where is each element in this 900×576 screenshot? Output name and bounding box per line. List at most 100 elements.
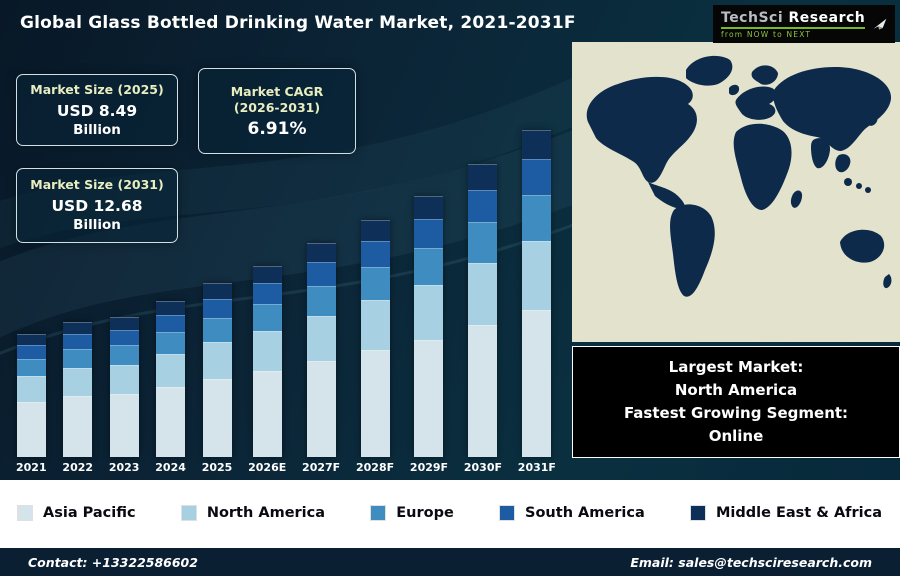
bar-segment-south-america xyxy=(360,241,390,267)
bar-segment-north-america xyxy=(156,354,186,387)
bar-segment-middle-east-africa xyxy=(63,322,93,334)
bar-column-2029f: 2029F xyxy=(410,196,448,474)
x-axis-label: 2028F xyxy=(355,461,395,474)
legend-swatch xyxy=(371,506,386,520)
bar-segment-europe xyxy=(522,195,552,241)
legend-item-north-america: North America xyxy=(181,505,326,521)
stacked-bar xyxy=(156,301,186,457)
contact-footer: Contact: +13322586602 Email: sales@techs… xyxy=(0,546,900,576)
paper-plane-icon xyxy=(873,18,887,30)
bar-segment-asia-pacific xyxy=(468,325,498,457)
market-size-2025-unit: Billion xyxy=(73,121,121,138)
bar-segment-europe xyxy=(360,267,390,300)
stacked-bar xyxy=(468,164,498,457)
logo-wordmark: TechSci Research from NOW to NEXT xyxy=(721,10,866,39)
bar-segment-middle-east-africa xyxy=(414,196,444,219)
bar-segment-asia-pacific xyxy=(360,350,390,457)
bar-segment-asia-pacific xyxy=(156,387,186,457)
bar-segment-europe xyxy=(156,332,186,354)
market-size-2031-box: Market Size (2031) USD 12.68 Billion xyxy=(16,168,178,243)
legend-label: Asia Pacific xyxy=(43,505,136,521)
techsci-logo: TechSci Research from NOW to NEXT xyxy=(713,5,895,43)
legend-swatch xyxy=(690,506,705,520)
bar-segment-asia-pacific xyxy=(522,310,552,457)
bar-segment-asia-pacific xyxy=(16,402,46,457)
bar-segment-middle-east-africa xyxy=(156,301,186,315)
contact-email: Email: sales@techsciresearch.com xyxy=(630,554,872,570)
callout-line-4: Online xyxy=(708,427,764,445)
bar-segment-south-america xyxy=(156,315,186,332)
stacked-bar xyxy=(360,220,390,457)
bar-segment-middle-east-africa xyxy=(468,164,498,190)
bar-segment-north-america xyxy=(468,263,498,325)
bar-column-2028f: 2028F xyxy=(356,220,394,474)
bar-column-2025: 2025 xyxy=(202,283,232,474)
bar-segment-europe xyxy=(16,359,46,376)
bar-column-2030f: 2030F xyxy=(464,164,502,474)
stacked-bar xyxy=(414,196,444,457)
bar-column-2023: 2023 xyxy=(109,317,139,474)
bar-segment-south-america xyxy=(202,299,232,318)
bar-segment-asia-pacific xyxy=(252,371,282,457)
legend-item-middle-east-africa: Middle East & Africa xyxy=(690,505,882,521)
market-cagr-label: Market CAGR (2026-2031) xyxy=(230,83,324,115)
callout-line-3: Fastest Growing Segment: xyxy=(623,404,849,422)
callout-line-1: Largest Market: xyxy=(668,358,804,376)
bar-segment-asia-pacific xyxy=(202,379,232,457)
chart-stage: Global Glass Bottled Drinking Water Mark… xyxy=(0,0,900,480)
bar-segment-north-america xyxy=(109,365,139,394)
legend-item-south-america: South America xyxy=(500,505,645,521)
x-axis-label: 2031F xyxy=(517,461,556,474)
bar-segment-europe xyxy=(468,222,498,263)
bar-column-2031f: 2031F xyxy=(518,130,556,474)
legend-swatch xyxy=(500,506,515,520)
market-size-2025-value: USD 8.49 xyxy=(56,101,138,120)
bar-segment-south-america xyxy=(414,219,444,248)
stacked-bar xyxy=(109,317,139,457)
bar-segment-south-america xyxy=(109,330,139,345)
bar-column-2026e: 2026E xyxy=(248,266,286,474)
x-axis-label: 2022 xyxy=(62,461,94,474)
x-axis-label: 2026E xyxy=(248,461,287,474)
bar-segment-asia-pacific xyxy=(63,396,93,457)
legend-label: Middle East & Africa xyxy=(715,505,882,521)
callout-line-2: North America xyxy=(674,381,798,399)
bar-column-2024: 2024 xyxy=(155,301,186,474)
market-cagr-box: Market CAGR (2026-2031) 6.91% xyxy=(198,68,356,154)
bar-segment-europe xyxy=(109,345,139,365)
bar-segment-middle-east-africa xyxy=(202,283,232,299)
market-size-2025-label: Market Size (2025) xyxy=(30,81,164,97)
bar-segment-europe xyxy=(306,286,336,316)
stacked-bar xyxy=(202,283,232,457)
bar-segment-south-america xyxy=(522,159,552,195)
world-map-panel xyxy=(572,42,900,342)
bar-segment-south-america xyxy=(63,334,93,349)
bar-plot: 2021 2022 2023 2024 2025 2026E 2027F 2028F 2029F… xyxy=(6,124,566,474)
legend-swatch xyxy=(18,506,32,520)
legend-item-europe: Europe xyxy=(371,505,454,521)
x-axis-label: 2027F xyxy=(302,461,341,474)
bar-segment-south-america xyxy=(16,345,46,359)
legend-label: South America xyxy=(525,505,645,521)
bar-segment-north-america xyxy=(522,241,552,310)
bar-segment-north-america xyxy=(414,285,444,340)
stacked-bar xyxy=(306,243,336,457)
market-size-2025-box: Market Size (2025) USD 8.49 Billion xyxy=(16,74,178,146)
bar-column-2021: 2021 xyxy=(16,334,47,474)
map-continents xyxy=(586,55,892,297)
stacked-bar xyxy=(252,266,282,457)
bar-segment-middle-east-africa xyxy=(109,317,139,330)
bar-segment-middle-east-africa xyxy=(252,266,282,283)
x-axis-label: 2021 xyxy=(16,461,47,474)
contact-phone: Contact: +13322586602 xyxy=(28,554,198,570)
bar-segment-asia-pacific xyxy=(414,340,444,457)
bar-segment-asia-pacific xyxy=(109,394,139,457)
market-size-2031-value: USD 12.68 xyxy=(51,197,143,215)
legend-label: Europe xyxy=(396,505,454,521)
bar-segment-south-america xyxy=(468,190,498,222)
market-size-2031-unit: Billion xyxy=(73,217,121,233)
bar-segment-north-america xyxy=(306,316,336,361)
legend-label: North America xyxy=(206,505,326,521)
legend-swatch xyxy=(181,506,196,520)
